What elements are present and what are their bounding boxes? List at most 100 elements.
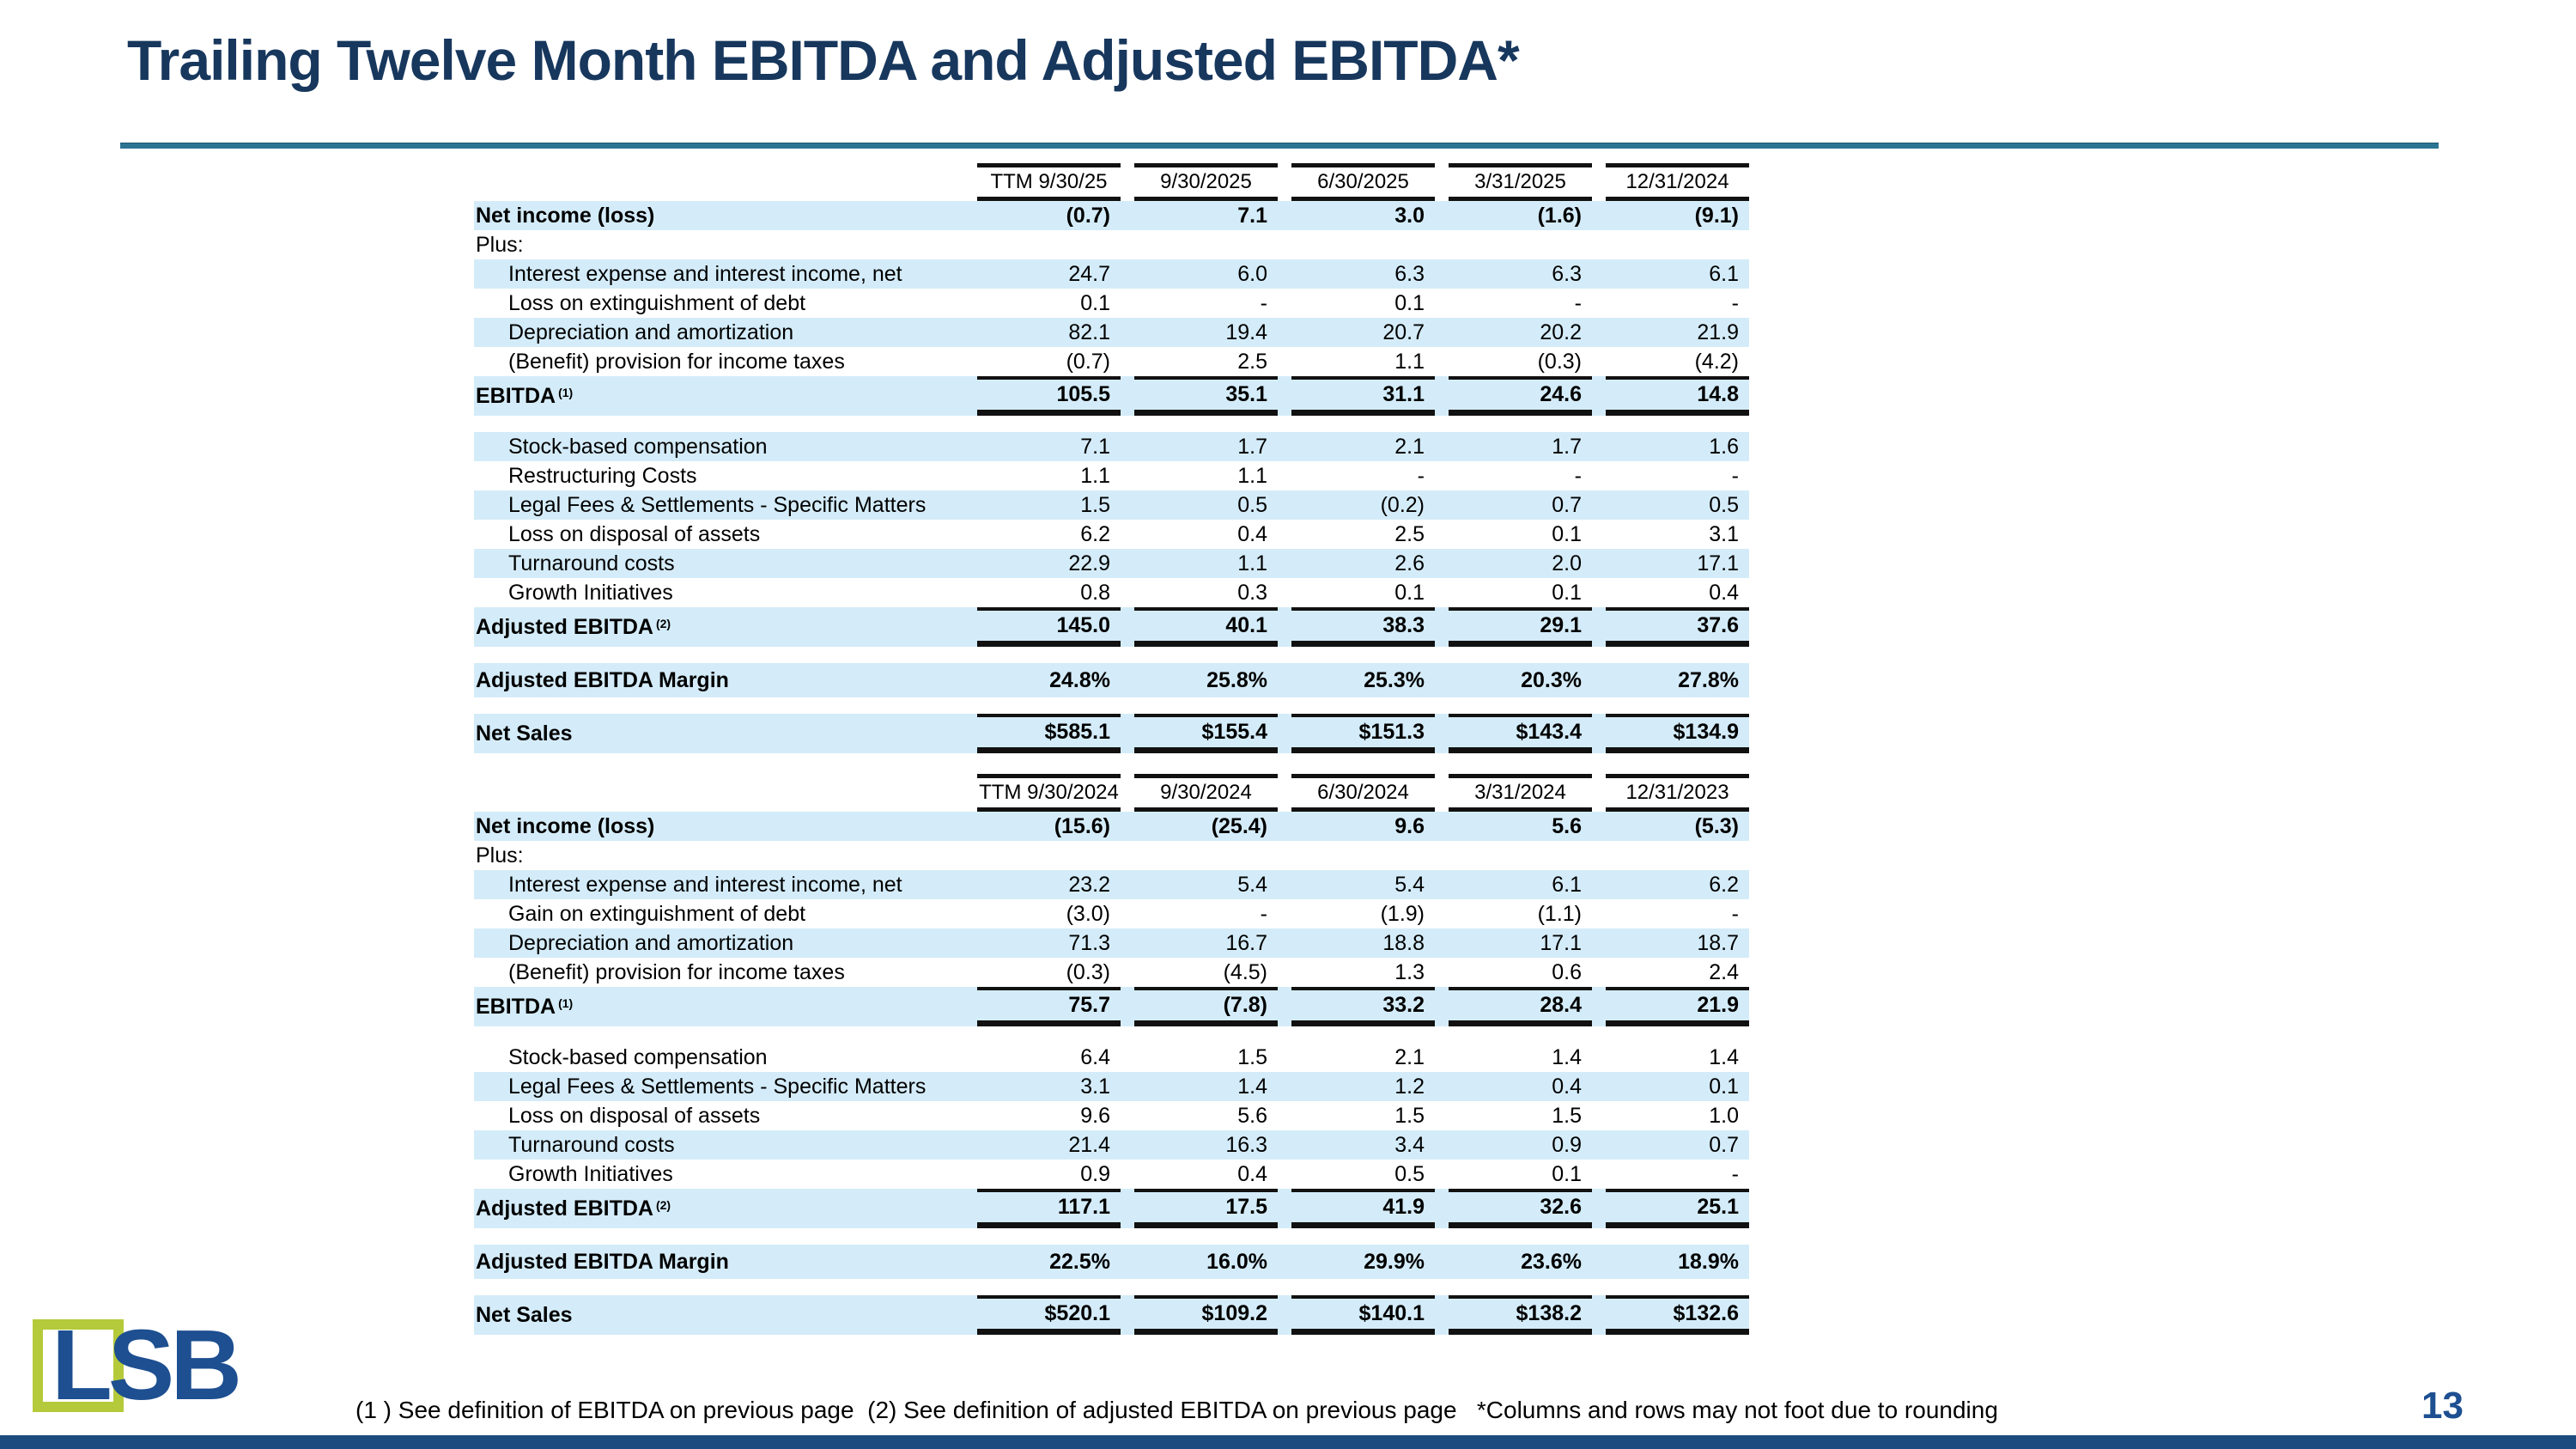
table-cell-value: 1.7 xyxy=(1552,434,1582,459)
table-cell: 27.8% xyxy=(1592,663,1749,697)
row-label: Loss on disposal of assets xyxy=(508,1103,761,1128)
table-cell-value: 71.3 xyxy=(1068,930,1110,955)
table-cell: 1.5 xyxy=(1278,1101,1435,1130)
table-cell: 5.6 xyxy=(1435,812,1592,841)
table-cell-value: (1.6) xyxy=(1537,203,1582,228)
table-cell-value: 105.5 xyxy=(977,376,1121,416)
table-cell-value: (0.7) xyxy=(1066,203,1110,228)
table-cell-value: 0.4 xyxy=(1237,521,1267,546)
table-cell-value: 20.2 xyxy=(1540,320,1582,344)
table-cell-value: - xyxy=(1260,290,1267,315)
table-row: Plus: xyxy=(474,841,1749,870)
table-cell-value: $138.2 xyxy=(1449,1295,1592,1335)
row-label: Restructuring Costs xyxy=(508,463,697,488)
table-cell-value: 0.4 xyxy=(1237,1161,1267,1186)
table-header-row: TTM 9/30/25 9/30/2025 6/30/2025 3/31/2025 12… xyxy=(474,163,1749,201)
table-cell: 7.1 xyxy=(1121,201,1278,230)
table-cell: 2.5 xyxy=(1278,520,1435,549)
table-cell: 3.4 xyxy=(1278,1130,1435,1160)
table-cell: 3.1 xyxy=(963,1072,1121,1101)
table-row: Adjusted EBITDA (2) 117.1 17.5 41.9 32.6 25.1 xyxy=(474,1189,1749,1228)
table-cell: 6.2 xyxy=(963,520,1121,549)
table-cell-value: - xyxy=(1731,1161,1739,1186)
table-cell: $143.4 xyxy=(1435,714,1592,753)
table-cell: (0.3) xyxy=(963,958,1121,987)
table-cell-value: 21.4 xyxy=(1068,1132,1110,1157)
table-cell-value: 1.6 xyxy=(1709,434,1739,459)
table-cell: 2.5 xyxy=(1121,347,1278,376)
table-cell: 1.4 xyxy=(1592,1043,1749,1072)
table-cell: 6.1 xyxy=(1435,870,1592,899)
table-cell-value: 19.4 xyxy=(1225,320,1267,344)
table-cell-value: 0.5 xyxy=(1394,1161,1425,1186)
table-cell: $109.2 xyxy=(1121,1295,1278,1335)
table-cell: 24.7 xyxy=(963,259,1121,289)
table-row: Net Sales $585.1 $155.4 $151.3 $143.4 $134.9 xyxy=(474,714,1749,753)
table-cell-value: 0.9 xyxy=(1080,1161,1110,1186)
column-header: 12/31/2024 xyxy=(1592,163,1749,201)
row-label: Net Sales xyxy=(476,721,573,746)
table-cell: 1.7 xyxy=(1121,432,1278,461)
table-cell: 0.1 xyxy=(1278,578,1435,607)
table-cell: 21.9 xyxy=(1592,318,1749,347)
row-label: Growth Initiatives xyxy=(508,580,673,605)
table-cell: 16.3 xyxy=(1121,1130,1278,1160)
table-cell-value: 0.1 xyxy=(1394,290,1425,315)
table-row: Turnaround costs 21.4 16.3 3.4 0.9 0.7 xyxy=(474,1130,1749,1160)
table-cell: (4.5) xyxy=(1121,958,1278,987)
table-cell-value: 2.0 xyxy=(1552,551,1582,575)
table-cell-value: (0.2) xyxy=(1380,492,1425,517)
table-cell-value: 1.0 xyxy=(1709,1103,1739,1128)
table-cell: 1.3 xyxy=(1278,958,1435,987)
table-cell-value: - xyxy=(1731,901,1739,926)
table-cell: 3.1 xyxy=(1592,520,1749,549)
table-cell-value: 9.6 xyxy=(1394,813,1425,838)
table-cell: 20.2 xyxy=(1435,318,1592,347)
table-cell: 14.8 xyxy=(1592,376,1749,416)
table-cell: 2.4 xyxy=(1592,958,1749,987)
table-cell: 22.5% xyxy=(963,1245,1121,1279)
table-cell: 0.4 xyxy=(1121,520,1278,549)
table-cell-value: 40.1 xyxy=(1134,607,1278,647)
table-cell: 9.6 xyxy=(963,1101,1121,1130)
row-label: Turnaround costs xyxy=(508,551,675,575)
row-label: Depreciation and amortization xyxy=(508,320,794,344)
row-label: (Benefit) provision for income taxes xyxy=(508,349,845,374)
table-cell-value: 38.3 xyxy=(1291,607,1435,647)
table-cell: - xyxy=(1592,1160,1749,1189)
table-cell-value: 1.1 xyxy=(1237,551,1267,575)
table-cell-value: 3.1 xyxy=(1709,521,1739,546)
table-cell-value: 1.4 xyxy=(1237,1074,1267,1099)
table-cell-value xyxy=(1449,230,1592,259)
title-divider-rule xyxy=(120,143,2439,149)
table-cell: 1.0 xyxy=(1592,1101,1749,1130)
table-cell: (5.3) xyxy=(1592,812,1749,841)
row-label: Stock-based compensation xyxy=(508,1044,768,1069)
table-cell-value: (5.3) xyxy=(1694,813,1739,838)
table-cell-value: 7.1 xyxy=(1080,434,1110,459)
table-cell: (1.1) xyxy=(1435,899,1592,928)
table-cell xyxy=(1278,841,1435,870)
table-row: Depreciation and amortization 82.1 19.4 20.… xyxy=(474,318,1749,347)
table-cell-value: 75.7 xyxy=(977,987,1121,1026)
table-cell-value xyxy=(977,841,1121,870)
table-cell-value: 6.3 xyxy=(1552,261,1582,286)
table-cell: 1.1 xyxy=(1121,461,1278,490)
table-cell-value: 24.6 xyxy=(1449,376,1592,416)
table-cell: 6.3 xyxy=(1435,259,1592,289)
table-cell: 31.1 xyxy=(1278,376,1435,416)
table-row: Adjusted EBITDA Margin 22.5% 16.0% 29.9% 23.… xyxy=(474,1245,1749,1279)
table-cell-value: (9.1) xyxy=(1694,203,1739,228)
table-cell-value: (0.3) xyxy=(1066,959,1110,984)
table-cell-value: 5.4 xyxy=(1237,872,1267,897)
table-cell-value: 1.1 xyxy=(1394,349,1425,374)
table-cell: 25.8% xyxy=(1121,663,1278,697)
table-row: Adjusted EBITDA (2) 145.0 40.1 38.3 29.1 37.6 xyxy=(474,607,1749,647)
table-cell-value: 0.7 xyxy=(1552,492,1582,517)
table-cell: 5.6 xyxy=(1121,1101,1278,1130)
financial-table-2024: TTM 9/30/2024 9/30/2024 6/30/2024 3/31/2024… xyxy=(474,774,1749,1335)
table-cell: - xyxy=(1592,461,1749,490)
row-label: Interest expense and interest income, ne… xyxy=(508,872,902,897)
table-cell: 0.4 xyxy=(1592,578,1749,607)
table-cell-value: 5.6 xyxy=(1237,1103,1267,1128)
